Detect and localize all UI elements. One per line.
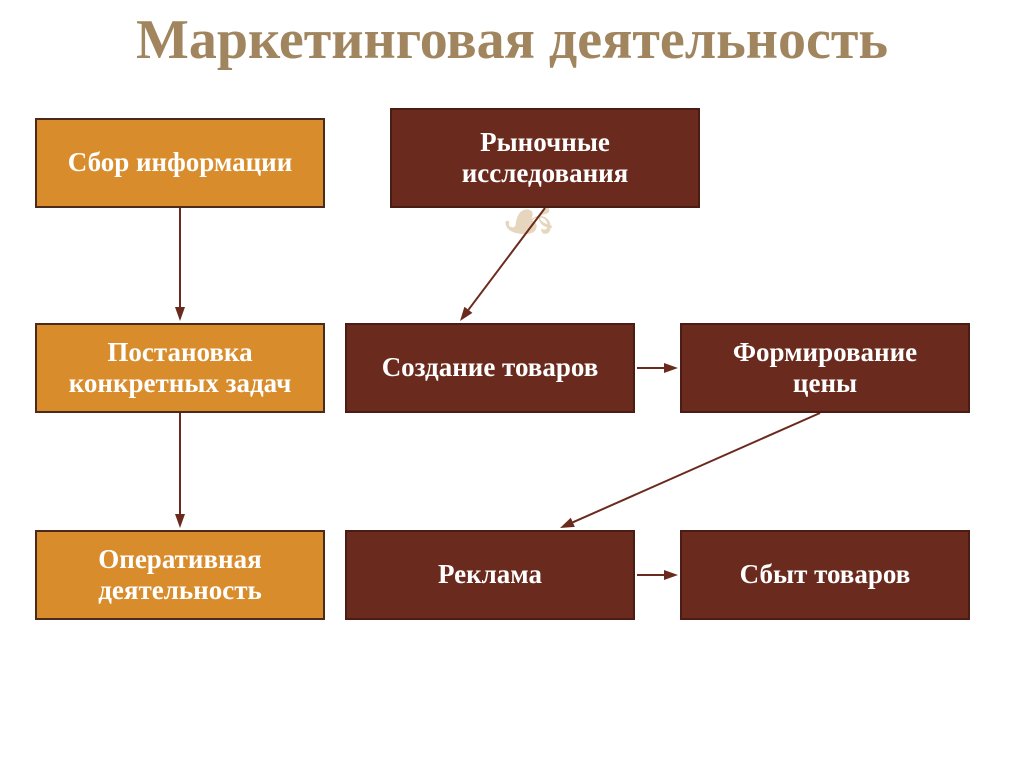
slide-title: Маркетинговая деятельность xyxy=(0,8,1024,72)
node-n1: Сбор информации xyxy=(35,118,325,208)
node-n4: Создание товаров xyxy=(345,323,635,413)
node-n5: Формированиецены xyxy=(680,323,970,413)
node-n3: Постановкаконкретных задач xyxy=(35,323,325,413)
node-n7: Реклама xyxy=(345,530,635,620)
node-n6: Оперативнаядеятельность xyxy=(35,530,325,620)
node-n2: Рыночныеисследования xyxy=(390,108,700,208)
node-n8: Сбыт товаров xyxy=(680,530,970,620)
slide: Маркетинговая деятельность ☙ Сбор информ… xyxy=(0,0,1024,767)
